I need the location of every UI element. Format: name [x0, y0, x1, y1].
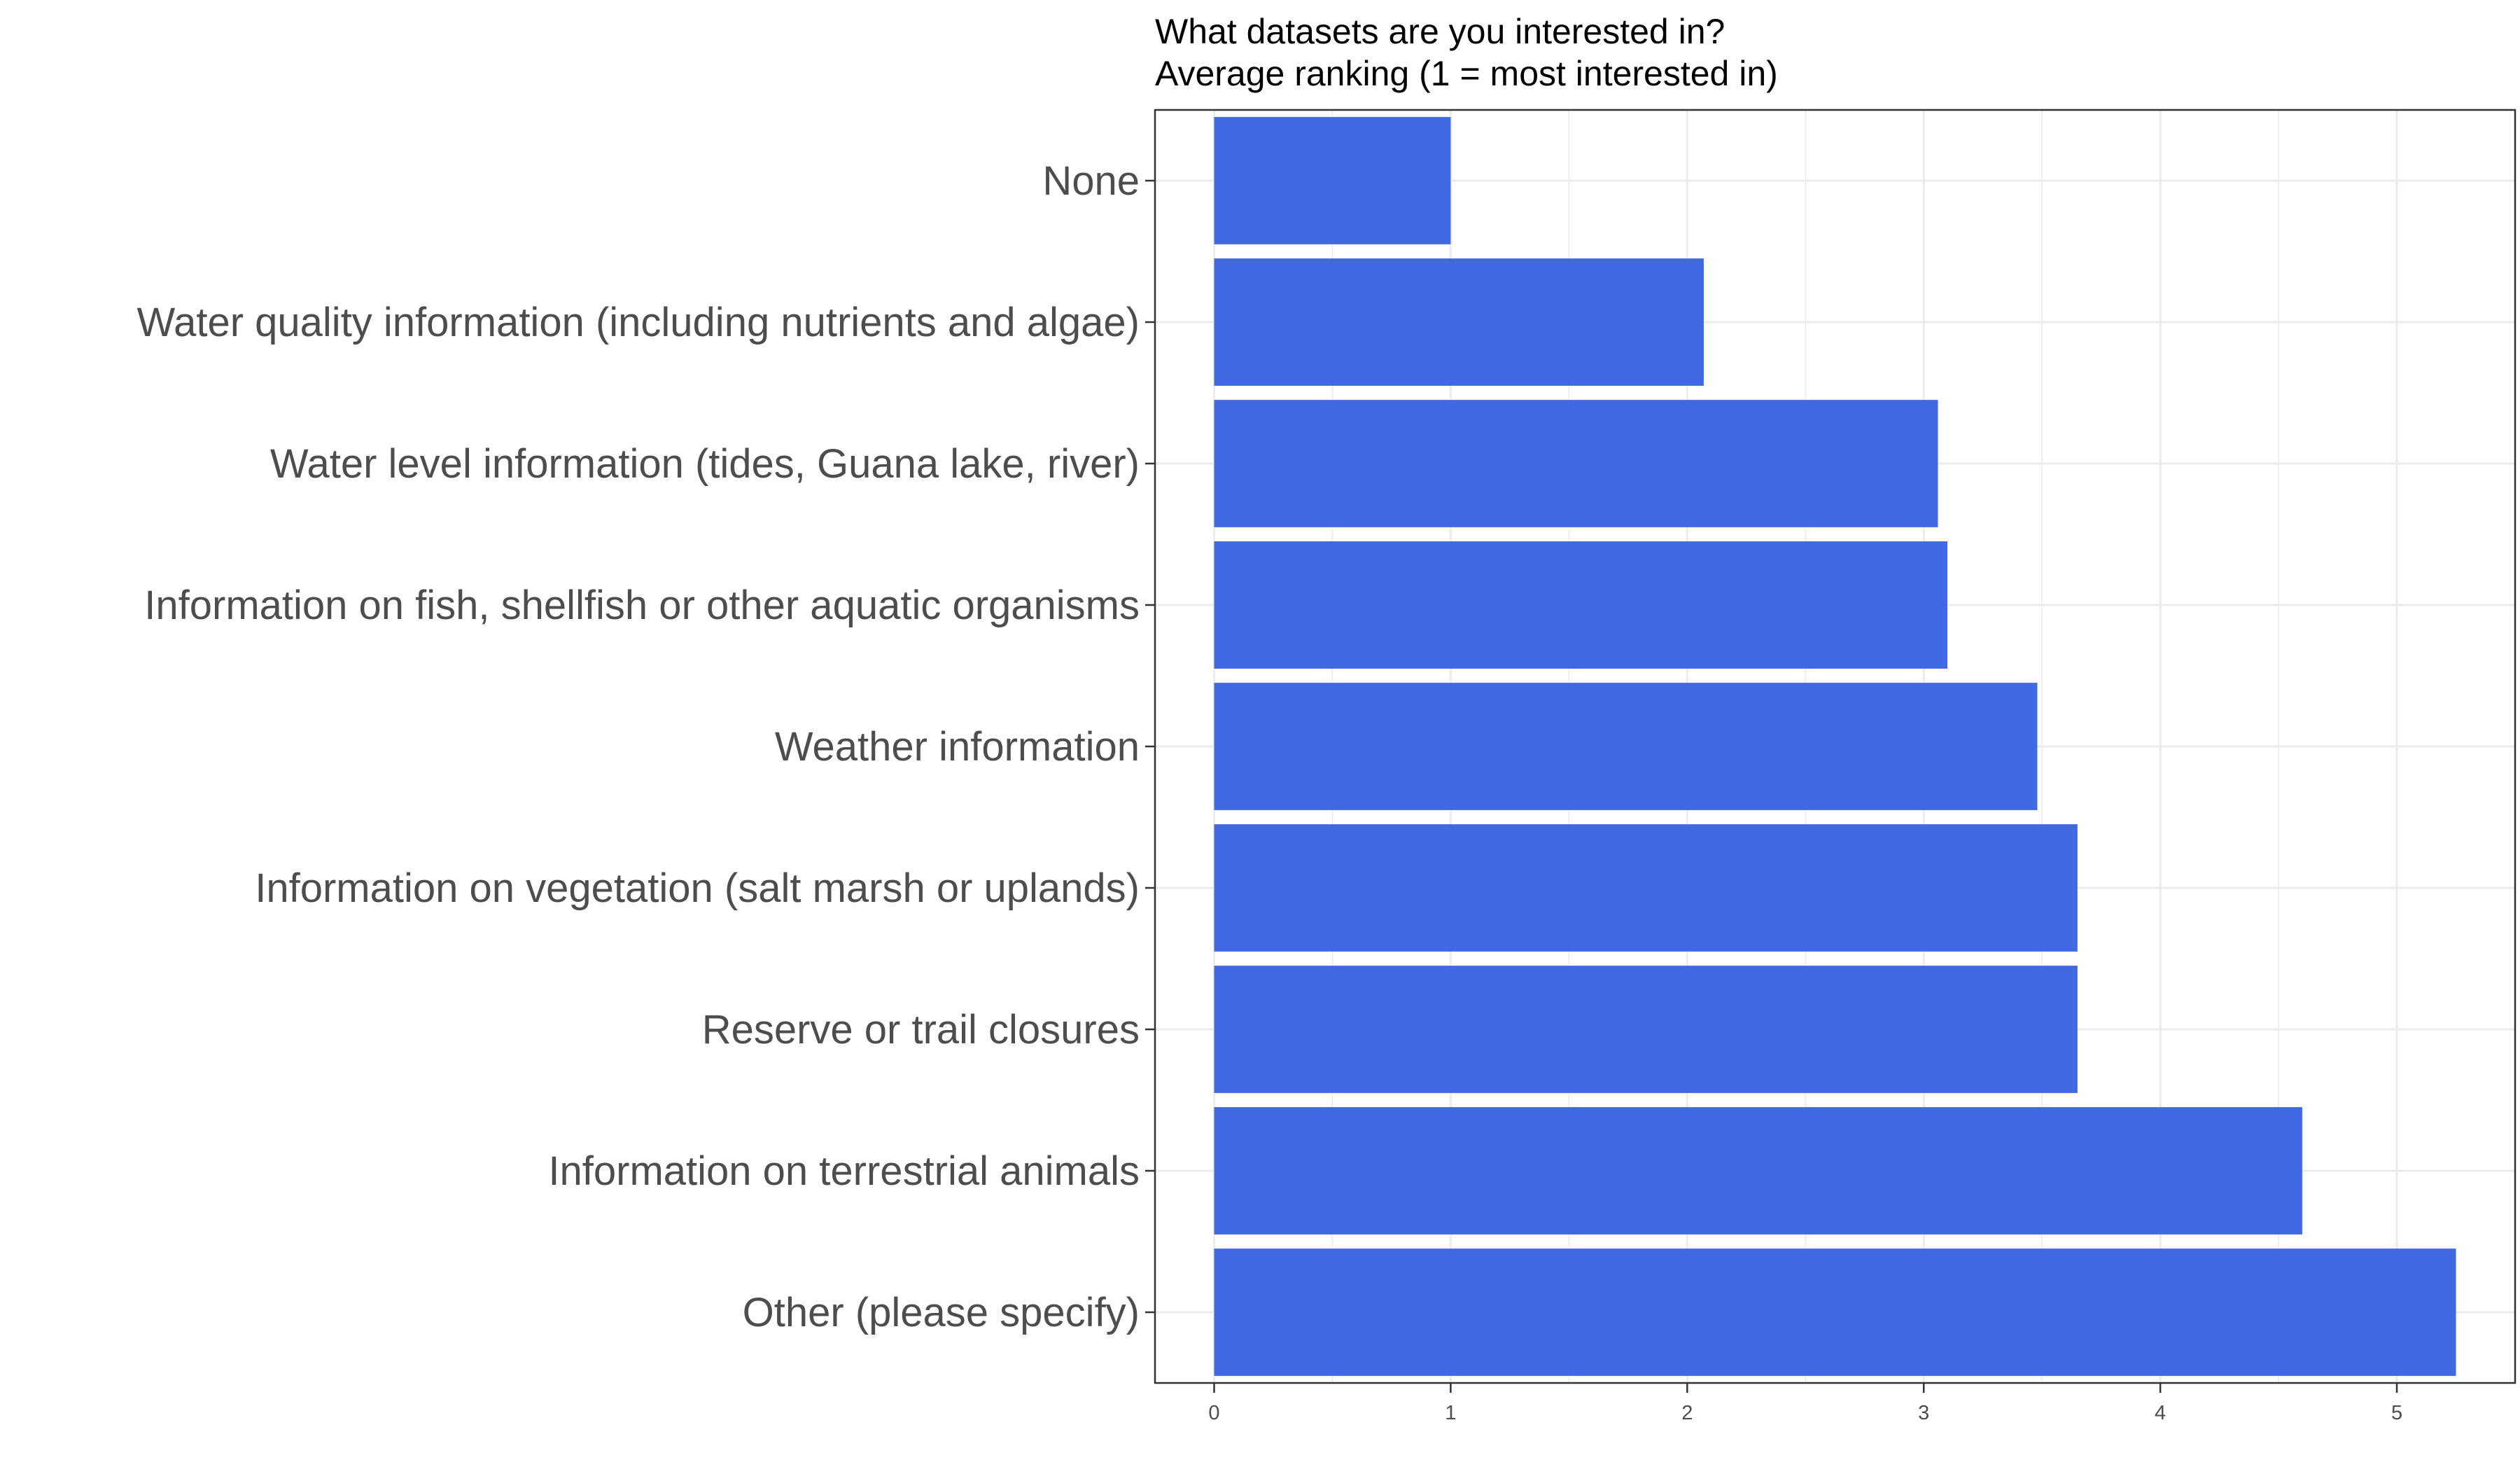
x-tick-label: 2: [1681, 1402, 1693, 1424]
category-label: Information on terrestrial animals: [548, 1148, 1140, 1194]
category-label: None: [1042, 158, 1140, 204]
bar: [1214, 541, 1948, 669]
bar: [1214, 1107, 2302, 1235]
x-tick-label: 1: [1445, 1402, 1456, 1424]
chart-title: What datasets are you interested in?: [1155, 12, 1725, 51]
x-tick-label: 3: [1918, 1402, 1929, 1424]
x-tick-label: 0: [1208, 1402, 1219, 1424]
axes: None Water quality information (including…: [137, 158, 2403, 1424]
bar: [1214, 1249, 2456, 1376]
chart-subtitle: Average ranking (1 = most interested in): [1155, 54, 1778, 93]
bar: [1214, 258, 1704, 386]
bar: [1214, 400, 1938, 527]
bar: [1214, 824, 2078, 952]
bar: [1214, 966, 2078, 1093]
chart-title-group: What datasets are you interested in? Ave…: [1155, 12, 1778, 93]
category-label: Weather information: [775, 724, 1140, 770]
bars: [1214, 117, 2456, 1376]
category-label: Information on fish, shellfish or other …: [144, 583, 1140, 628]
bar: [1214, 683, 2038, 810]
x-tick-label: 5: [2391, 1402, 2402, 1424]
category-label: Water level information (tides, Guana la…: [270, 441, 1140, 487]
category-label: Reserve or trail closures: [702, 1007, 1140, 1052]
x-tick-label: 4: [2155, 1402, 2166, 1424]
bar: [1214, 117, 1451, 244]
category-label: Other (please specify): [743, 1290, 1140, 1335]
category-label: Information on vegetation (salt marsh or…: [255, 865, 1140, 911]
category-label: Water quality information (including nut…: [137, 300, 1140, 345]
